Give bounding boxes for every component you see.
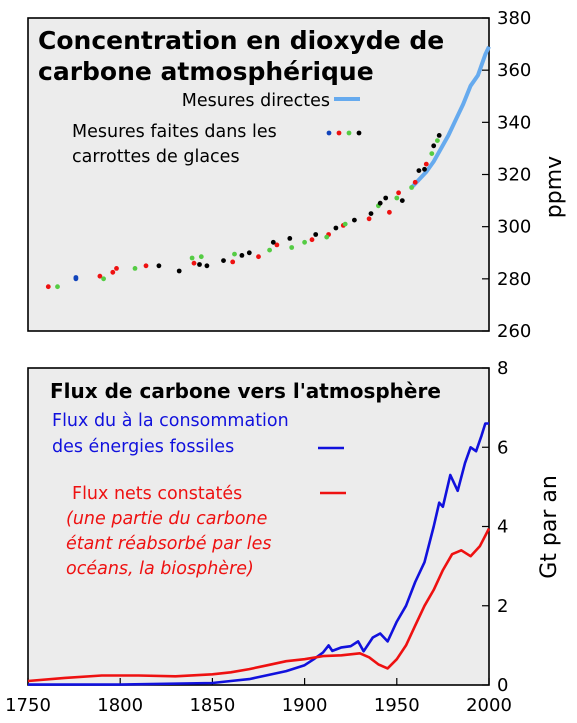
legend-ice-core-label-line-2: carrottes de glaces [72,147,240,167]
flux-title: Flux de carbone vers l'atmosphère [50,379,441,403]
legend-net-note-line-2: étant réabsorbé par les [66,534,271,554]
ice-core-point [55,284,60,290]
ice-core-point [422,166,427,172]
ice-core-point [191,260,197,266]
ice-core-point [239,253,245,258]
concentration-title-line-1: Concentration en dioxyde de [38,26,444,55]
ice-core-point [230,259,236,265]
ice-core-point [132,266,138,271]
flux-y-axis-title: Gt par an [537,475,562,579]
flux-y-tick-label: 2 [497,596,508,617]
concentration-title-line-2: carbone atmosphérique [38,57,374,86]
ice-core-point [110,269,116,275]
concentration-y-tick-label: 260 [497,321,531,342]
concentration-y-axis: 260 280 300 320 340 360 380 [482,8,531,342]
ice-core-point [204,263,210,269]
ice-core-point [189,255,195,261]
ice-core-point [256,254,261,260]
flux-y-tick-label: 6 [497,437,508,458]
legend-ice-core-dot [356,130,362,136]
legend-direct-measurements-label: Mesures directes [182,91,330,111]
legend-ice-core-dot [346,130,352,136]
ice-core-point [287,236,293,241]
legend-net-note-line-1: (une partie du carbone [66,509,267,529]
flux-x-tick-label: 1900 [282,695,328,716]
ice-core-point [399,198,405,204]
fossil-fuel-flux-line [28,422,489,686]
ice-core-point [232,251,237,257]
legend-ice-core-label-line-1: Mesures faites dans les [72,122,277,142]
ice-core-point [176,268,182,274]
concentration-y-tick-label: 280 [497,269,531,290]
ice-core-point [309,237,315,243]
ice-core-point [387,209,392,215]
ice-core-point [313,232,319,237]
flux-x-tick-label: 1850 [189,695,235,716]
ice-core-point [412,179,418,185]
concentration-y-tick-label: 360 [497,60,531,81]
ice-core-point [366,216,372,222]
legend-fossil-label-line-1: Flux du à la consommation [52,411,289,431]
ice-core-point [333,225,339,231]
ice-core-point [394,195,400,201]
ice-core-point [436,133,442,138]
legend-ice-core-swatch [326,130,362,136]
ice-core-point [409,185,414,190]
flux-y-tick-label: 4 [497,517,508,538]
legend-net-note-line-3: océans, la biosphère) [66,559,254,579]
ice-core-point [221,258,226,263]
flux-y-tick-label: 8 [497,358,508,379]
flux-x-tick-label: 1800 [97,695,143,716]
flux-series [27,422,491,686]
ice-core-point [342,221,348,227]
concentration-y-axis-title: ppmv [542,156,567,218]
ice-core-point [302,239,307,245]
flux-panel: 0 2 4 6 8 1750 1800 1850 1900 1950 2000 Flux de c… [5,358,562,716]
ice-core-point [156,263,162,269]
flux-x-axis: 1750 1800 1850 1900 1950 2000 [5,678,512,716]
ice-core-point [429,151,435,157]
ice-core-point [97,273,103,279]
flux-x-tick-label: 1950 [374,695,420,716]
ice-core-point [435,138,440,144]
ice-core-point [324,234,330,240]
ice-core-point [352,217,357,223]
direct-measurements-line [410,45,491,189]
ice-core-point [396,190,401,196]
concentration-y-tick-label: 340 [497,112,531,133]
legend-ice-core-dot [336,130,342,136]
ice-core-point [73,275,79,280]
ice-core-point [114,266,119,271]
ice-core-point [416,168,422,174]
ice-core-point [246,250,252,256]
ice-core-point [101,276,106,282]
ice-core-point [377,200,383,206]
flux-x-tick-label: 2000 [466,695,512,716]
flux-x-tick-label: 1750 [5,695,51,716]
legend-net-label: Flux nets constatés [72,484,242,504]
ice-core-point [270,239,276,245]
concentration-y-tick-label: 380 [497,8,531,29]
ice-core-point [45,284,51,290]
ice-core-point [431,143,437,149]
ice-core-point [267,247,272,253]
ice-core-point [274,242,280,248]
ice-core-point [198,254,204,260]
ice-core-point [383,195,389,201]
legend-fossil-label-line-2: des énergies fossiles [52,437,234,457]
concentration-panel: 260 280 300 320 340 360 380 Concentration en d… [27,8,567,342]
ice-core-point [423,161,429,167]
net-flux-line [27,527,491,683]
legend-ice-core-dot [326,130,332,136]
flux-y-tick-label: 0 [497,675,508,696]
ice-core-point [289,245,295,250]
concentration-y-tick-label: 320 [497,165,531,186]
flux-y-axis: 0 2 4 6 8 [482,358,508,696]
concentration-y-tick-label: 300 [497,217,531,238]
ice-core-point [197,262,202,267]
ice-core-point [368,211,374,217]
ice-core-point [143,263,149,269]
concentration-series [45,45,491,290]
